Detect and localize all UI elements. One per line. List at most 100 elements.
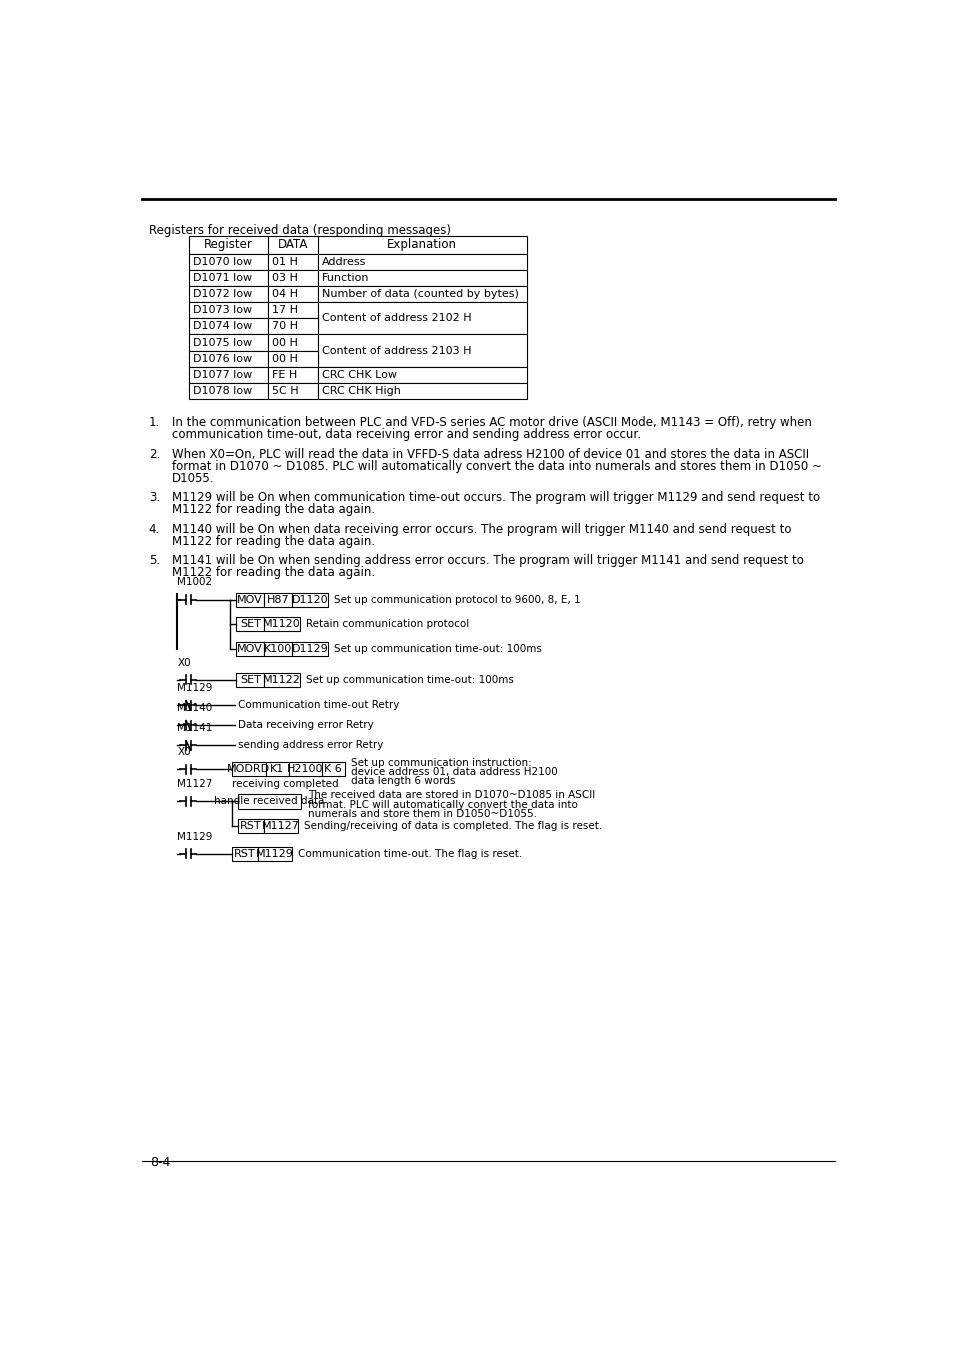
Text: D1072 low: D1072 low [193, 289, 252, 300]
Text: Registers for received data (responding messages): Registers for received data (responding … [149, 224, 450, 236]
Bar [268, 302, 317, 319]
Text: M1127: M1127 [262, 821, 300, 832]
Text: D1077 low: D1077 low [193, 370, 252, 379]
Bar [189, 367, 268, 383]
Bar [321, 763, 344, 776]
Bar [268, 286, 317, 302]
Text: When X0=On, PLC will read the data in VFFD-S data adress H2100 of device 01 and : When X0=On, PLC will read the data in VF… [172, 448, 808, 460]
Bar [264, 617, 299, 632]
Text: In the communication between PLC and VFD-S series AC motor drive (ASCII Mode, M1: In the communication between PLC and VFD… [172, 416, 811, 429]
Bar [292, 643, 328, 656]
Text: Explanation: Explanation [387, 239, 456, 251]
Bar [189, 319, 268, 335]
Text: Communication time-out. The flag is reset.: Communication time-out. The flag is rese… [298, 849, 522, 859]
Text: D1120: D1120 [292, 595, 328, 605]
Bar [189, 302, 268, 319]
Bar [264, 643, 292, 656]
Text: K1: K1 [270, 764, 284, 774]
Text: D1075 low: D1075 low [193, 338, 252, 347]
Bar [189, 286, 268, 302]
Text: 5C H: 5C H [272, 386, 298, 396]
Text: D1055.: D1055. [172, 471, 214, 485]
Text: Data receiving error Retry: Data receiving error Retry [237, 721, 374, 730]
Text: format in D1070 ~ D1085. PLC will automatically convert the data into numerals a: format in D1070 ~ D1085. PLC will automa… [172, 459, 821, 472]
Text: X0: X0 [177, 657, 191, 667]
Bar [268, 335, 317, 351]
Text: M1120: M1120 [263, 620, 300, 629]
Text: D1076 low: D1076 low [193, 354, 252, 363]
Bar [236, 617, 264, 632]
Bar [268, 319, 317, 335]
Bar [264, 672, 299, 687]
Text: sending address error Retry: sending address error Retry [237, 740, 383, 751]
Text: RST: RST [233, 849, 255, 859]
Bar [189, 383, 268, 400]
Bar [264, 819, 298, 833]
Text: H2100: H2100 [287, 764, 323, 774]
Text: D1074 low: D1074 low [193, 321, 252, 331]
Text: Sending/receiving of data is completed. The flag is reset.: Sending/receiving of data is completed. … [304, 821, 602, 832]
Bar [257, 846, 292, 861]
Bar [232, 763, 266, 776]
Bar [268, 351, 317, 367]
Text: 04 H: 04 H [272, 289, 297, 300]
Bar [237, 794, 301, 809]
Text: numerals and store them in D1050~D1055.: numerals and store them in D1050~D1055. [307, 809, 536, 819]
Text: M1127: M1127 [177, 779, 213, 790]
Text: M1140 will be On when data receiving error occurs. The program will trigger M114: M1140 will be On when data receiving err… [172, 522, 791, 536]
Text: X0: X0 [177, 747, 191, 757]
Text: The received data are stored in D1070~D1085 in ASCII: The received data are stored in D1070~D1… [307, 790, 595, 801]
Bar [189, 254, 268, 270]
Bar [292, 593, 328, 606]
Text: MOV: MOV [237, 595, 263, 605]
Text: 00 H: 00 H [272, 338, 297, 347]
Bar [317, 302, 526, 335]
Text: DATA: DATA [277, 239, 308, 251]
Text: K100: K100 [264, 644, 292, 653]
Bar [236, 593, 264, 606]
Bar [317, 270, 526, 286]
Text: D1070 low: D1070 low [193, 256, 252, 267]
Text: M1002: M1002 [177, 578, 213, 587]
Text: FE H: FE H [272, 370, 297, 379]
Text: MODRD: MODRD [227, 764, 270, 774]
Text: M1129: M1129 [177, 832, 213, 841]
Bar [189, 270, 268, 286]
Text: K 6: K 6 [324, 764, 342, 774]
Text: data length 6 words: data length 6 words [351, 776, 455, 787]
Bar [237, 819, 264, 833]
Bar [317, 367, 526, 383]
Text: 17 H: 17 H [272, 305, 297, 316]
Text: SET: SET [239, 620, 260, 629]
Text: 5.: 5. [149, 555, 160, 567]
Bar [317, 286, 526, 302]
Text: SET: SET [239, 675, 260, 684]
Bar [189, 335, 268, 351]
Text: 70 H: 70 H [272, 321, 297, 331]
Text: M1129: M1129 [255, 849, 294, 859]
Text: M1122 for reading the data again.: M1122 for reading the data again. [172, 566, 375, 579]
Text: Retain communication protocol: Retain communication protocol [306, 620, 469, 629]
Text: 8-4: 8-4 [150, 1156, 171, 1169]
Bar [264, 593, 292, 606]
Text: D1073 low: D1073 low [193, 305, 252, 316]
Text: handle received data: handle received data [214, 796, 324, 806]
Text: CRC CHK Low: CRC CHK Low [321, 370, 396, 379]
Bar [317, 383, 526, 400]
Bar [266, 763, 289, 776]
Text: H87: H87 [267, 595, 289, 605]
Text: 3.: 3. [149, 491, 160, 504]
Text: 01 H: 01 H [272, 256, 297, 267]
Bar [268, 254, 317, 270]
Text: M1122 for reading the data again.: M1122 for reading the data again. [172, 504, 375, 516]
Bar [189, 351, 268, 367]
Bar [317, 335, 526, 367]
Text: Register: Register [204, 239, 253, 251]
Text: D1129: D1129 [292, 644, 328, 653]
Bar [236, 643, 264, 656]
Text: Set up communication time-out: 100ms: Set up communication time-out: 100ms [306, 675, 514, 684]
Text: Content of address 2103 H: Content of address 2103 H [321, 346, 471, 355]
Text: device address 01, data address H2100: device address 01, data address H2100 [351, 767, 558, 778]
Text: M1141: M1141 [177, 724, 213, 733]
Text: D1078 low: D1078 low [193, 386, 252, 396]
